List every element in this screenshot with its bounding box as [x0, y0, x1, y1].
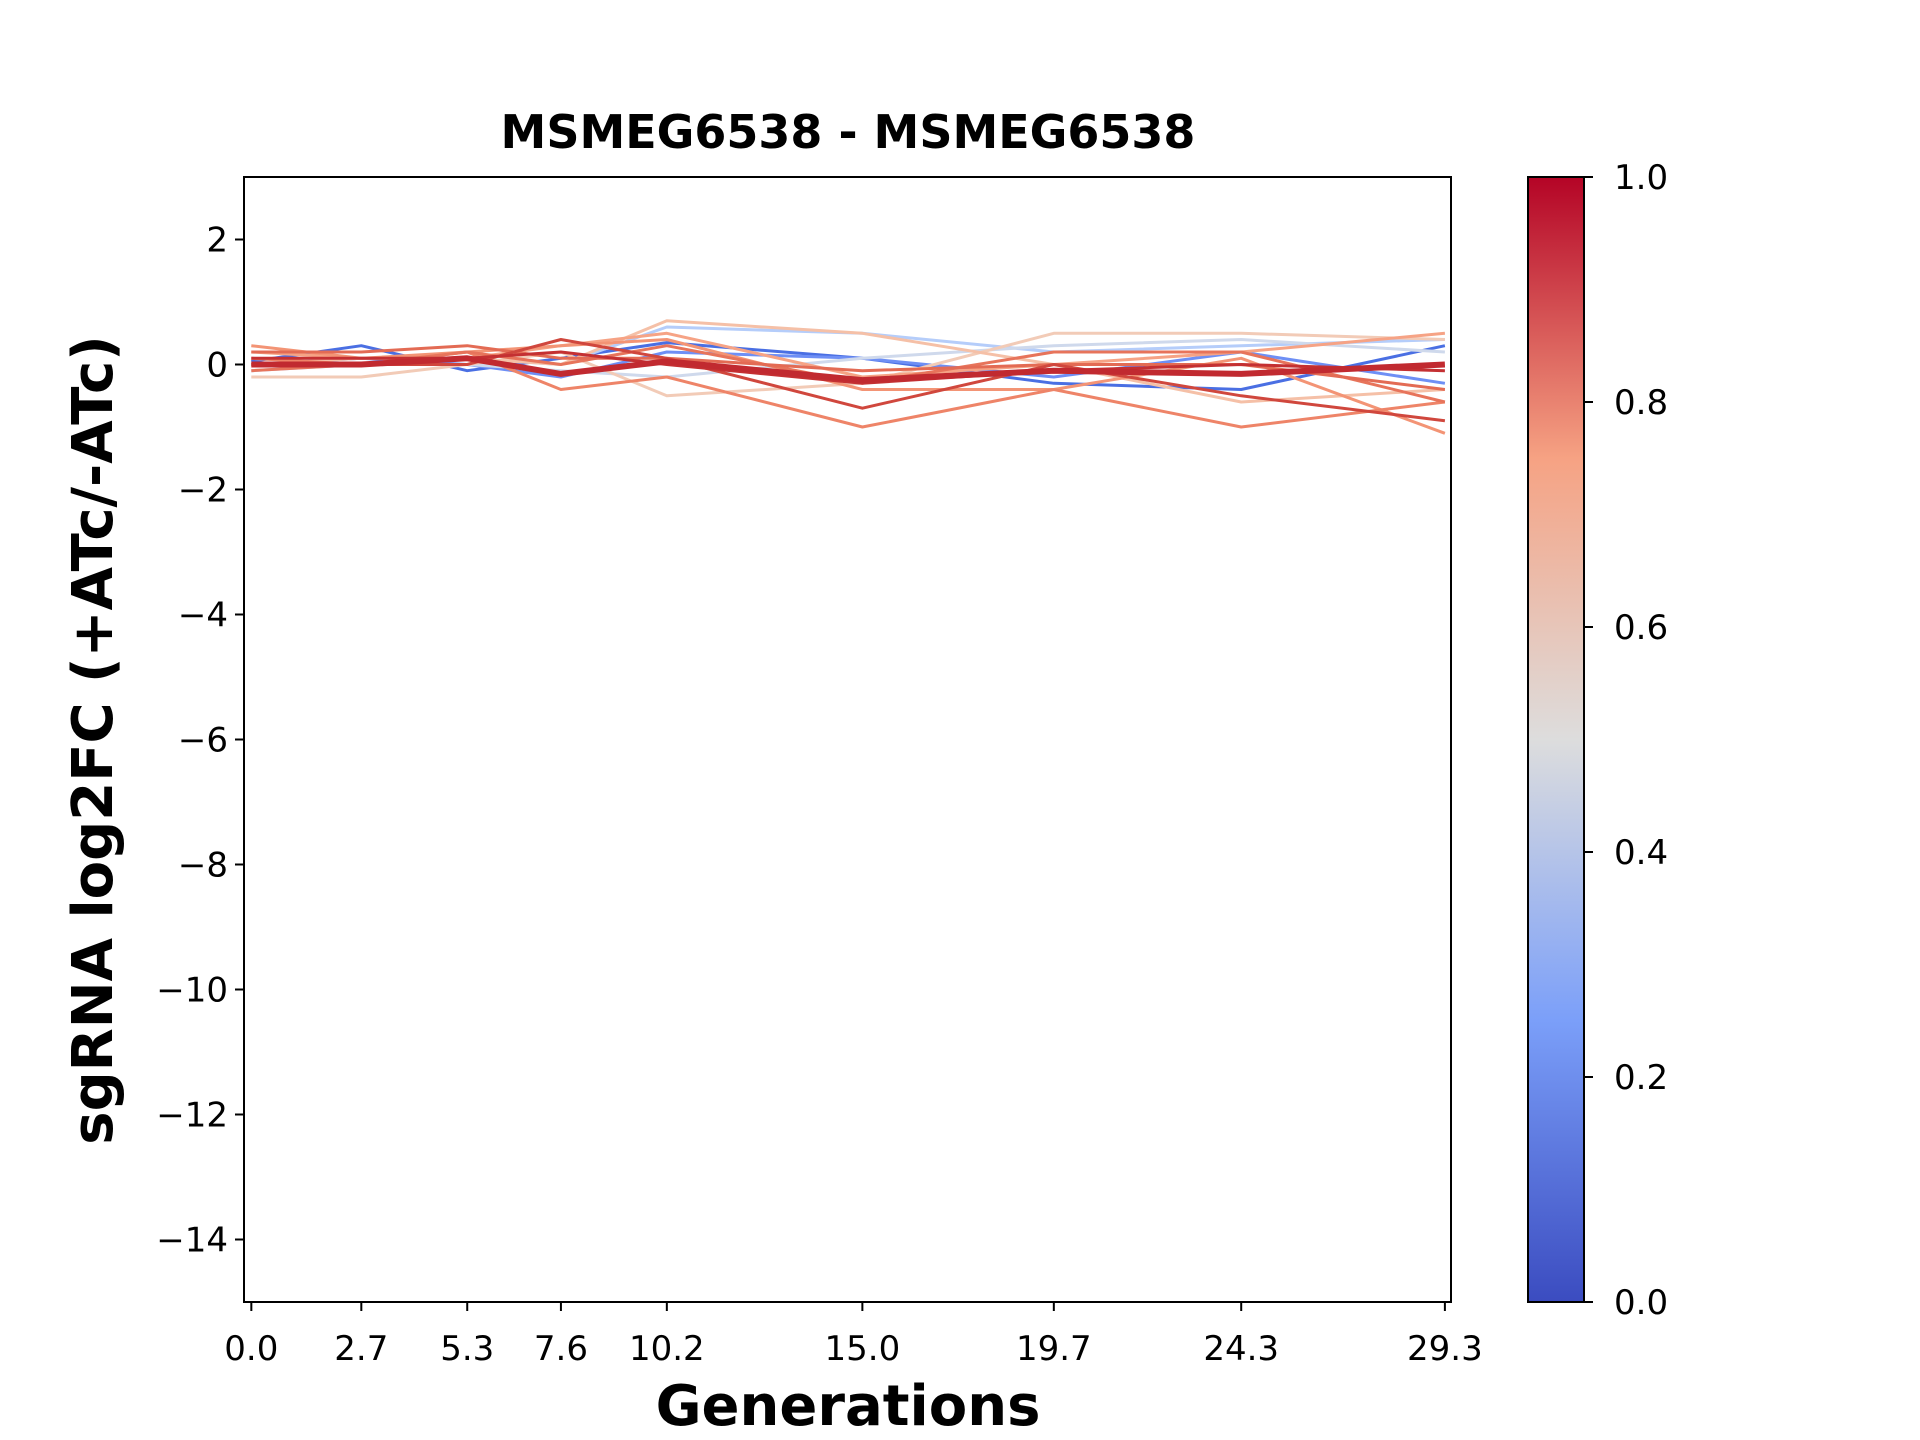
plot-frame [243, 176, 1452, 1303]
y-tick-label: −2 [178, 471, 228, 511]
x-tick-label: 19.7 [1016, 1329, 1092, 1369]
colorbar-tick-label: 0.4 [1614, 833, 1668, 873]
y-tick-label: −8 [178, 846, 228, 886]
colorbar [1527, 176, 1585, 1303]
colorbar-tick-label: 0.8 [1614, 383, 1668, 423]
y-tick-label: 2 [206, 221, 228, 261]
series-line [251, 350, 1445, 385]
x-tick-label: 2.7 [334, 1329, 388, 1369]
chart-title: MSMEG6538 - MSMEG6538 [501, 105, 1196, 159]
colorbar-tick-label: 0.2 [1614, 1058, 1668, 1098]
x-tick-label: 15.0 [825, 1329, 901, 1369]
y-axis-label: sgRNA log2FC (+ATc/-ATc) [61, 335, 126, 1145]
x-tick-label: 5.3 [440, 1329, 494, 1369]
series-line [251, 331, 1445, 398]
y-tick-label: −4 [178, 596, 228, 636]
x-tick-label: 10.2 [629, 1329, 705, 1369]
x-tick-label: 29.3 [1407, 1329, 1483, 1369]
series-line [251, 341, 1446, 391]
x-axis-label: Generations [656, 1374, 1041, 1439]
y-tick-label: −6 [178, 721, 228, 761]
x-tick-label: 7.6 [534, 1329, 588, 1369]
series-line [251, 338, 1446, 435]
y-tick-label: −10 [156, 971, 228, 1011]
x-tick-label: 0.0 [224, 1329, 278, 1369]
series-line [251, 355, 1446, 384]
colorbar-tick-label: 0.0 [1614, 1283, 1668, 1323]
colorbar-tick-label: 1.0 [1614, 158, 1668, 198]
x-tick-label: 24.3 [1203, 1329, 1279, 1369]
y-tick-label: −14 [156, 1221, 228, 1261]
colorbar-tick-label: 0.6 [1614, 608, 1668, 648]
y-tick-label: 0 [206, 346, 228, 386]
y-tick-label: −12 [156, 1096, 228, 1136]
